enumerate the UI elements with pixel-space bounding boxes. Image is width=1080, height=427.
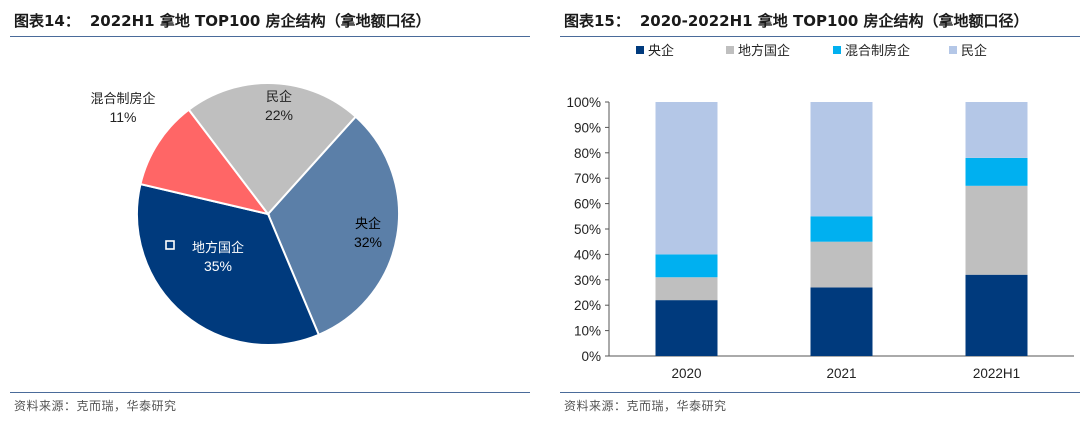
y-tick-label: 50% [574,222,601,237]
right-title-rule [560,36,1080,37]
left-figure: 图表14： 2022H1 拿地 TOP100 房企结构（拿地额口径） 央企 32% 地… [0,0,530,427]
bar-segment [810,241,873,288]
right-figure-number: 图表15： [564,12,630,30]
bar-segment [655,254,718,278]
pie-slice [139,108,271,216]
y-tick-label: 20% [574,298,601,313]
x-tick-label: 2020 [671,366,701,381]
bar-segment [810,287,873,356]
bar-segment [655,277,718,301]
x-tick-label: 2021 [826,366,856,381]
bar-segment [965,102,1028,158]
y-tick-label: 10% [574,324,601,339]
y-tick-label: 90% [574,120,601,135]
left-source-note: 资料来源：克而瑞，华泰研究 [14,399,177,413]
pie-slice-percent: 11% [110,109,137,125]
left-figure-caption: 2022H1 拿地 TOP100 房企结构（拿地额口径） [89,12,431,30]
pie-slice-percent: 22% [265,107,293,123]
legend-label: 央企 [648,43,674,59]
left-figure-title: 图表14： 2022H1 拿地 TOP100 房企结构（拿地额口径） [14,10,431,31]
pie-chart: 央企 32% 地方国企 35% 混合制房企 11% 民企 22% [90,82,400,346]
bar-segment [965,185,1028,275]
legend-label: 混合制房企 [845,43,910,59]
stacked-bar-chart: 央企 地方国企 混合制房企 民企 0% 10% 20% 30% 40% 50% 60% 70% 80% 9… [566,43,1074,381]
legend-label: 地方国企 [738,43,790,59]
pie-slice-percent: 32% [354,234,382,250]
right-figure-caption: 2020-2022H1 拿地 TOP100 房企结构（拿地额口径） [639,12,1029,30]
bar-segment [810,102,873,217]
y-tick-label: 40% [574,247,601,262]
legend-swatch [636,46,644,54]
pie-slice [187,82,358,216]
right-figure-title: 图表15： 2020-2022H1 拿地 TOP100 房企结构（拿地额口径） [564,10,1029,31]
pie-slice [266,115,400,337]
pie-slice-label: 央企 [355,216,381,232]
y-tick-label: 0% [581,349,601,364]
bar-segment [965,274,1028,356]
left-figure-number: 图表14： [14,12,80,30]
legend-swatch [949,46,957,54]
selection-marker-icon [165,240,175,250]
legend-swatch [726,46,734,54]
right-figure: 图表15： 2020-2022H1 拿地 TOP100 房企结构（拿地额口径） 央… [550,0,1080,427]
right-source-note: 资料来源：克而瑞，华泰研究 [564,399,727,413]
y-tick-label: 80% [574,146,601,161]
pie-slice-percent: 35% [204,258,232,274]
legend-label: 民企 [961,43,987,59]
bar-segment [965,157,1028,186]
bar-segment [655,102,718,255]
pie-slice-label: 民企 [266,89,292,105]
legend-swatch [833,46,841,54]
pie-slice-label: 地方国企 [192,240,244,256]
pie-slice [136,182,321,346]
y-tick-label: 30% [574,273,601,288]
bar-segment [655,300,718,356]
x-tick-label: 2022H1 [973,366,1020,381]
y-tick-label: 100% [566,95,601,110]
left-title-rule [10,36,530,37]
y-tick-label: 60% [574,197,601,212]
pie-slice-label: 混合制房企 [90,91,155,107]
bar-segment [810,216,873,242]
y-tick-label: 70% [574,171,601,186]
right-source-rule [560,392,1080,393]
left-source-rule [10,392,530,393]
